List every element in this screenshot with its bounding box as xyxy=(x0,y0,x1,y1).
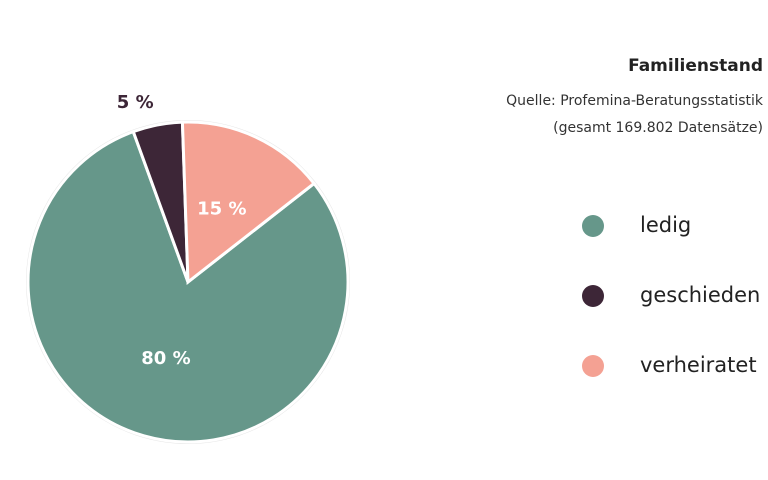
chart-subtitle: (gesamt 169.802 Datensätze) xyxy=(553,120,763,136)
data-label: 5 % xyxy=(117,92,154,113)
data-label: 80 % xyxy=(141,348,190,369)
legend-label: geschieden xyxy=(640,283,760,307)
data-label: 15 % xyxy=(197,198,246,219)
legend-marker xyxy=(582,215,604,237)
legend-marker xyxy=(582,355,604,377)
legend-label: verheiratet xyxy=(640,353,757,377)
chart-title: Familienstand xyxy=(628,56,763,76)
chart-subtitle: Quelle: Profemina-Beratungsstatistik xyxy=(506,93,764,109)
pie-slice xyxy=(180,120,317,285)
legend-marker xyxy=(582,285,604,307)
pie-slice xyxy=(26,129,350,444)
legend-label: ledig xyxy=(640,213,691,237)
